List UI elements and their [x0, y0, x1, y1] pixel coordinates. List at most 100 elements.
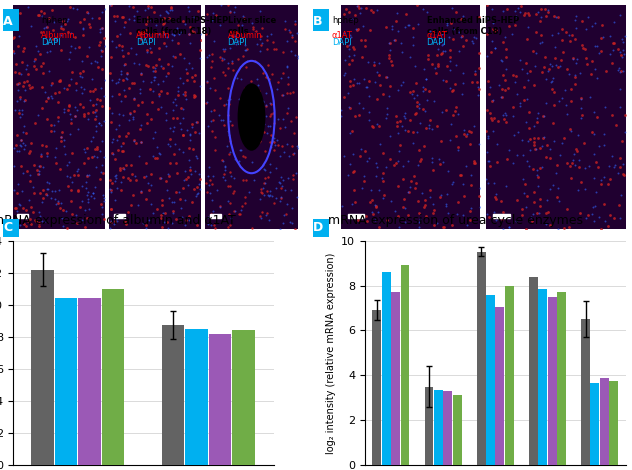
Point: [348, 150, 358, 158]
Point: [363, 93, 374, 100]
Point: [428, 200, 439, 208]
Point: [146, 181, 156, 189]
Point: [284, 152, 295, 160]
Point: [437, 76, 447, 84]
Point: [79, 16, 89, 23]
Point: [106, 219, 116, 226]
Point: [571, 161, 581, 169]
Point: [545, 61, 556, 68]
Point: [542, 196, 552, 204]
Point: [21, 65, 31, 73]
Point: [154, 90, 164, 98]
Point: [487, 116, 497, 124]
Point: [500, 33, 510, 41]
Point: [16, 58, 27, 65]
Point: [458, 180, 468, 188]
Point: [521, 226, 532, 233]
Point: [336, 106, 346, 113]
Point: [466, 204, 477, 212]
Point: [420, 196, 430, 204]
Point: [576, 104, 586, 112]
Point: [25, 171, 35, 179]
Point: [39, 9, 49, 17]
Point: [618, 170, 628, 178]
Point: [536, 13, 546, 21]
Point: [148, 67, 158, 75]
Point: [430, 64, 440, 71]
Point: [19, 78, 29, 86]
Point: [105, 69, 115, 77]
Point: [190, 71, 200, 78]
Point: [363, 59, 374, 66]
Point: [144, 186, 154, 194]
Point: [207, 127, 217, 134]
Point: [12, 189, 22, 197]
Point: [93, 63, 103, 71]
Point: [129, 107, 139, 114]
Point: [223, 85, 233, 92]
Point: [73, 171, 83, 179]
Point: [399, 204, 410, 212]
Point: [458, 42, 468, 50]
Point: [574, 157, 584, 164]
Point: [205, 177, 216, 184]
Point: [73, 44, 83, 51]
Point: [53, 200, 63, 207]
Point: [615, 103, 625, 111]
Point: [522, 95, 532, 103]
Point: [178, 184, 188, 192]
Point: [34, 170, 44, 178]
Point: [589, 174, 599, 181]
Point: [382, 110, 392, 118]
Point: [461, 162, 471, 170]
Point: [155, 11, 165, 18]
Point: [85, 24, 95, 31]
Point: [618, 46, 628, 54]
Point: [125, 85, 135, 92]
Point: [166, 159, 176, 166]
Point: [58, 206, 68, 214]
Point: [616, 12, 626, 19]
Point: [488, 127, 498, 135]
Point: [289, 225, 300, 233]
Bar: [443, 391, 453, 465]
Point: [23, 217, 33, 225]
Point: [349, 187, 359, 194]
Point: [593, 213, 604, 221]
Point: [404, 21, 414, 29]
Point: [58, 222, 68, 230]
Point: [70, 113, 80, 120]
Point: [545, 154, 555, 162]
Point: [615, 155, 625, 162]
Point: [47, 26, 58, 34]
Point: [32, 166, 42, 173]
Point: [372, 203, 382, 211]
Point: [420, 76, 430, 83]
Text: Liver slice
cells: Liver slice cells: [228, 16, 276, 36]
Point: [418, 83, 428, 91]
Point: [493, 117, 503, 125]
Point: [573, 132, 583, 139]
Point: [447, 221, 457, 228]
Point: [56, 24, 66, 31]
Point: [26, 139, 36, 147]
Point: [379, 177, 389, 185]
Point: [95, 175, 106, 183]
Point: [188, 29, 198, 36]
Point: [414, 104, 424, 112]
Point: [382, 74, 392, 81]
Point: [448, 25, 458, 32]
Point: [491, 190, 501, 198]
Point: [242, 45, 252, 53]
Point: [162, 170, 173, 178]
Point: [420, 86, 430, 93]
Point: [276, 74, 286, 82]
Point: [97, 47, 107, 55]
Point: [174, 31, 185, 38]
Point: [599, 201, 609, 208]
Point: [78, 68, 88, 75]
Point: [201, 30, 211, 38]
Point: [434, 155, 444, 163]
Point: [364, 108, 374, 116]
Point: [472, 78, 482, 86]
